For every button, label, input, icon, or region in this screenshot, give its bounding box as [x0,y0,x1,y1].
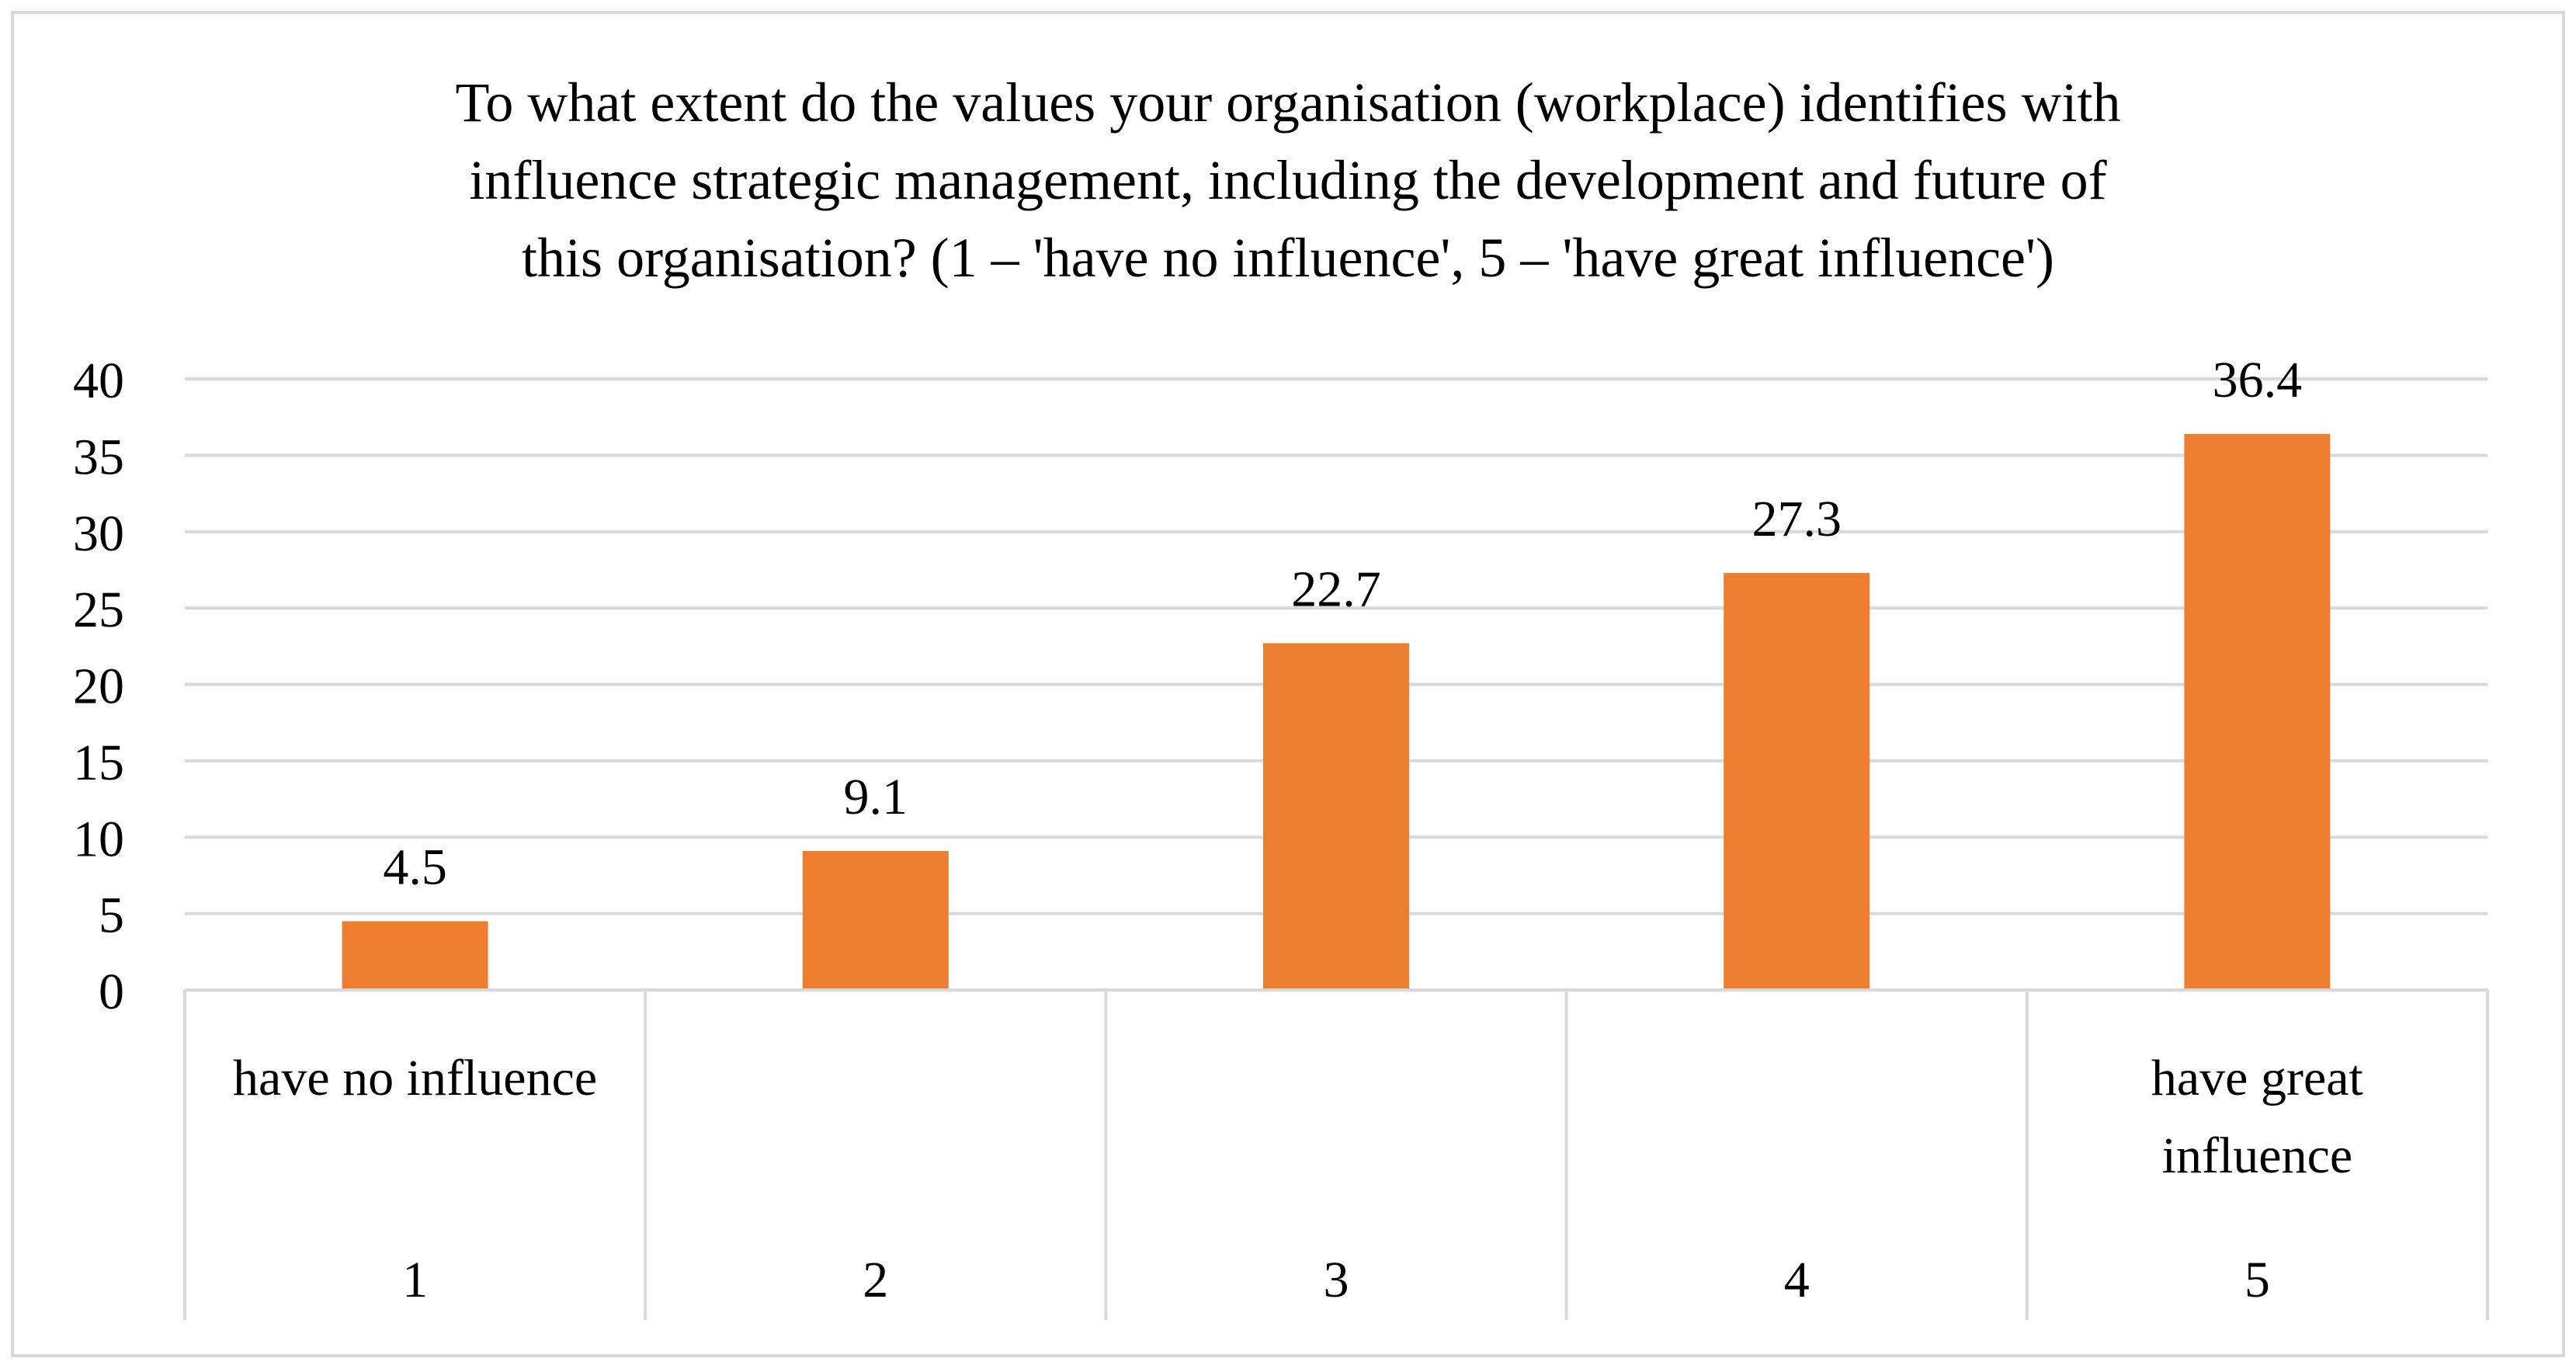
bar-3 [1263,643,1409,990]
chart-title-line-3: this organisation? (1 – 'have no influen… [522,227,2054,289]
y-tick-label: 20 [73,658,124,715]
x-category-label: 2 [863,1252,888,1308]
bar-1 [342,921,488,990]
chart-title-line-1: To what extent do the values your organi… [455,71,2120,134]
bars [342,433,2331,990]
y-tick-label: 10 [73,811,124,867]
bar-4 [1724,572,1870,990]
data-labels: 4.5 9.1 22.7 27.3 36.4 [383,352,2302,896]
y-axis-tick-labels: 0 5 10 15 20 25 30 35 40 [73,353,124,1020]
y-tick-label: 40 [73,353,124,409]
x-category-label: 1 [402,1252,428,1308]
y-tick-label: 30 [73,505,124,562]
data-label: 36.4 [2213,352,2303,408]
x-category-label: 5 [2244,1252,2270,1308]
y-tick-label: 5 [99,887,124,944]
y-tick-label: 15 [73,735,124,791]
data-label: 27.3 [1751,491,1842,547]
y-tick-label: 25 [73,582,124,638]
gridlines [185,377,2487,915]
data-label: 9.1 [844,769,908,825]
bar-2 [802,850,949,990]
data-label: 4.5 [383,839,447,895]
bar-5 [2184,433,2331,990]
y-tick-label: 35 [73,429,124,485]
x-category-label: 3 [1324,1252,1349,1308]
x-category-label: 4 [1784,1252,1810,1308]
x-sublabel-high: have great influence [2151,1050,2363,1184]
x-sublabel-low: have no influence [233,1050,597,1106]
x-axis: 1 2 3 4 5 have no influence have great influenc… [183,988,2489,1320]
chart-title: To what extent do the values your organi… [455,71,2120,289]
data-label: 22.7 [1291,561,1381,617]
chart-title-line-2: influence strategic management, includin… [469,149,2106,211]
y-tick-label: 0 [99,964,124,1020]
